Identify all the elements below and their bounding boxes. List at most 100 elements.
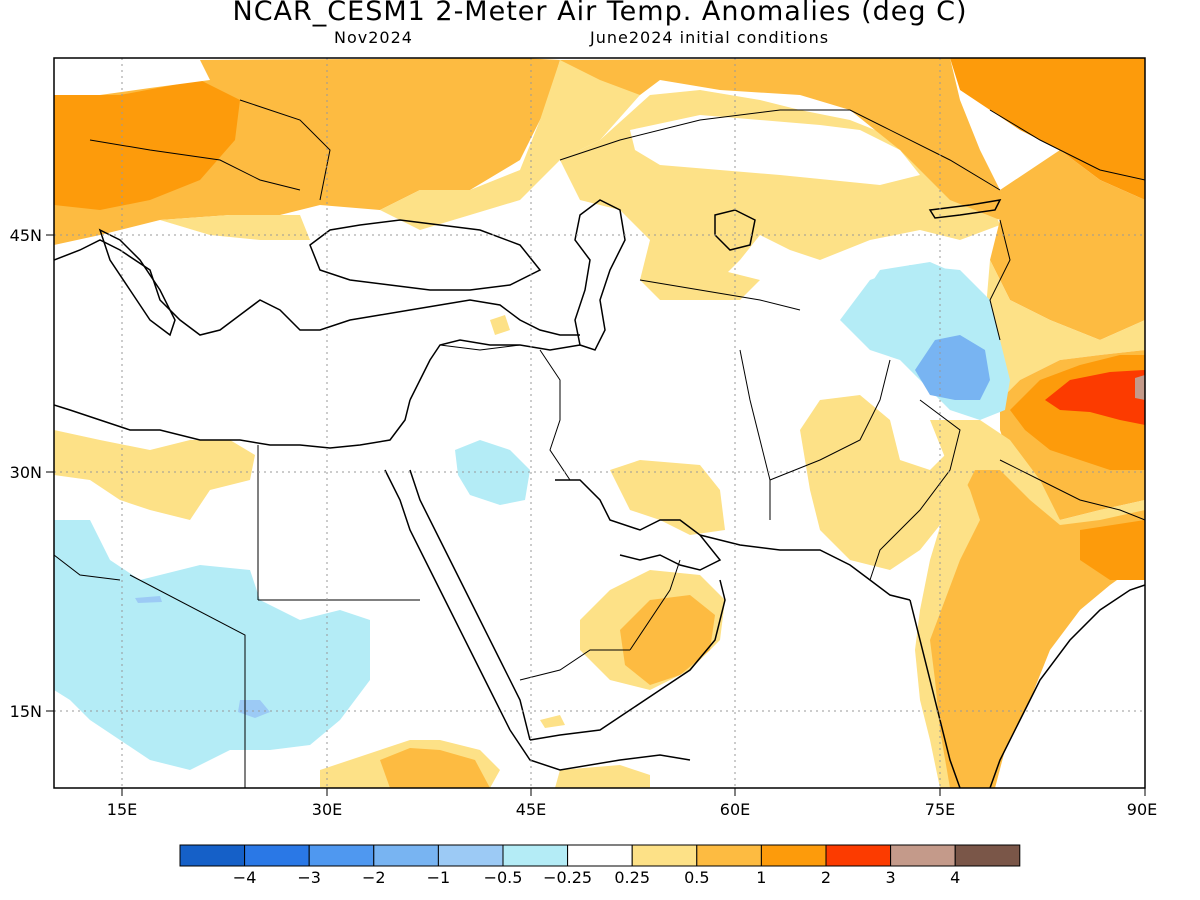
colorbar-swatch-7 — [631, 844, 698, 867]
colorbar-swatch-10 — [825, 844, 892, 867]
coastline-caspian — [574, 199, 626, 351]
colorbar-swatch-8 — [696, 844, 762, 867]
colorbar-swatch-9 — [760, 844, 827, 867]
anomaly-region-tibet-light — [985, 260, 1145, 400]
anomaly-region-kazakhstan-orange — [560, 58, 1000, 220]
coastline-italy — [98, 228, 176, 337]
lat-label-45n: 45N — [10, 226, 42, 245]
anomaly-region-ethiopia-orange — [380, 748, 490, 788]
anomaly-region-caspian-light — [680, 270, 760, 300]
graticule — [54, 58, 1145, 788]
lon-label-75e: 75E — [925, 800, 955, 819]
borders — [54, 99, 1145, 788]
initial-conditions: June2024 initial conditions — [590, 28, 830, 47]
anomaly-region-yemen-light — [555, 765, 650, 788]
colorbar-label-8: 1 — [756, 868, 766, 887]
coastline-black-sea — [309, 219, 542, 291]
border-afghanistan-pakistan — [769, 359, 891, 481]
axis-ticks — [46, 234, 1146, 796]
border-iran-afghanistan — [739, 349, 771, 520]
border-libya-chad — [129, 574, 246, 788]
anomaly-region-pakistan-light — [800, 395, 990, 570]
colorbar-label-4: −0.5 — [484, 868, 523, 887]
coastline-levant — [409, 339, 581, 401]
anomaly-region-iran-light — [610, 460, 725, 535]
anomaly-region-africa-blue-spot — [238, 700, 270, 718]
border-kazakh-north — [559, 109, 1001, 191]
anomaly-region-europe-darkorange — [54, 80, 240, 210]
anomaly-region-east-orange — [990, 150, 1145, 340]
anomaly-region-northwest-white — [54, 58, 210, 95]
coastline-horn-africa — [509, 729, 691, 771]
colorbar-swatch-2 — [308, 844, 375, 867]
border-saudi-yemen — [519, 649, 630, 681]
coastline-india-west — [909, 599, 961, 788]
anomaly-region-africa-blue-spot2 — [135, 596, 162, 603]
anomaly-region-turkic-cyan — [860, 262, 960, 310]
anomaly-region-siberia-darkorange — [950, 58, 1145, 200]
anomaly-region-africa-cyan — [54, 520, 370, 770]
anomaly-region-tibet-brownish — [1135, 375, 1145, 400]
colorbar-label-2: −2 — [362, 868, 386, 887]
lon-label-90e: 90E — [1127, 800, 1157, 819]
lon-label-30e: 30E — [312, 800, 342, 819]
border-iran-iraq — [539, 349, 571, 481]
anomaly-region-somalia-light — [540, 715, 565, 728]
border-china-mongolia — [989, 109, 1145, 181]
colorbar-swatch-1 — [244, 844, 310, 867]
colorbar-swatch-3 — [373, 844, 439, 867]
colorbar-swatch-5 — [502, 844, 569, 867]
border-india-nepal — [999, 459, 1145, 521]
lon-label-15e: 15E — [107, 800, 137, 819]
colorbar-swatch-4 — [437, 844, 504, 867]
colorbar-label-7: 0.5 — [684, 868, 709, 887]
colorbar-swatch-0 — [179, 844, 246, 867]
colorbar-label-1: −3 — [297, 868, 321, 887]
coastline-north-africa — [54, 399, 411, 449]
anomaly-region-tibet-red — [1045, 370, 1145, 425]
coastline-arabia-south — [529, 579, 726, 741]
border-china-west — [989, 219, 1011, 341]
anomaly-region-turkey-light — [490, 315, 510, 335]
coastline-iran-pakistan — [699, 534, 911, 601]
anomaly-region-himalaya-blue — [915, 335, 990, 400]
lon-label-60e: 60E — [720, 800, 750, 819]
border-saudi-oman — [629, 559, 681, 651]
border-europe-eastern — [239, 99, 331, 201]
forecast-month: Nov2024 — [334, 28, 413, 47]
colorbar-swatch-12 — [954, 844, 1021, 867]
colorbar-label-0: −4 — [233, 868, 257, 887]
lat-label-15n: 15N — [10, 702, 42, 721]
lon-label-45e: 45E — [516, 800, 546, 819]
map-frame — [53, 57, 1146, 789]
colorbar-label-10: 3 — [886, 868, 896, 887]
coastline-persian-gulf — [555, 479, 722, 571]
anomaly-shading — [54, 58, 1145, 788]
colorbar-swatch-6 — [567, 844, 633, 867]
anomaly-region-europe-light — [380, 60, 650, 230]
anomaly-region-india-darkorange — [1080, 520, 1145, 580]
colorbar-label-3: −1 — [427, 868, 451, 887]
colorbar-swatch-11 — [890, 844, 956, 867]
colorbar: −4 −3 −2 −1 −0.5 −0.25 0.25 0.5 1 2 3 4 — [179, 844, 1021, 887]
border-kazakh-uzbek — [639, 279, 801, 311]
lat-label-30n: 30N — [10, 463, 42, 482]
border-algeria-niger — [54, 554, 121, 581]
anomaly-region-kazakh-white — [630, 115, 920, 185]
coastline-balkhash — [928, 199, 1002, 219]
colorbar-label-9: 2 — [821, 868, 831, 887]
anomaly-region-balkans-light — [160, 215, 310, 240]
coastline-red-sea-west — [384, 469, 511, 731]
border-europe-central — [89, 139, 301, 191]
coastline-red-sea-east — [409, 469, 531, 741]
colorbar-label-11: 4 — [950, 868, 960, 887]
anomaly-region-oman-orange — [620, 595, 715, 685]
map-title: NCAR_CESM1 2-Meter Air Temp. Anomalies (… — [232, 0, 968, 27]
colorbar-label-6: 0.25 — [614, 868, 650, 887]
coastline-india-east — [989, 584, 1145, 788]
colorbar-label-5: −0.25 — [543, 868, 592, 887]
border-pakistan-india — [869, 399, 961, 581]
border-turkey-syria — [439, 344, 521, 351]
anomaly-region-sahara-light — [54, 430, 255, 520]
